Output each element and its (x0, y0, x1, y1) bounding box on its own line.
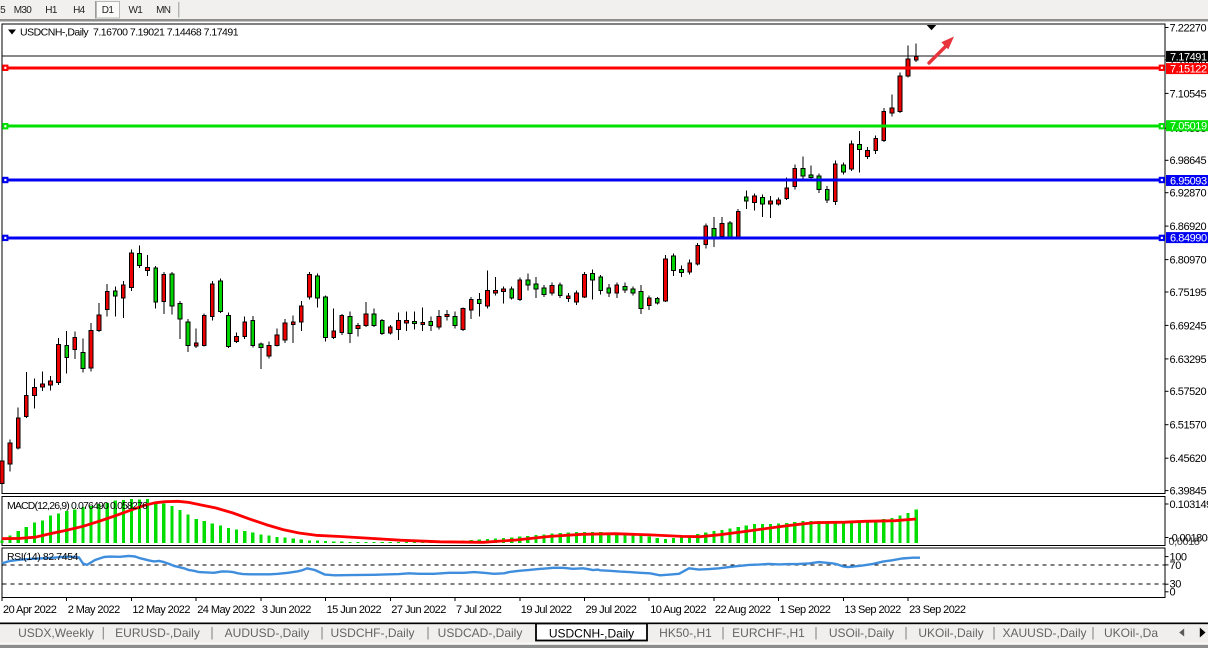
svg-text:USOil-,Daily: USOil-,Daily (829, 626, 894, 640)
svg-text:M30: M30 (14, 5, 32, 16)
svg-text:W1: W1 (128, 5, 143, 16)
svg-text:XAUUSD-,Daily: XAUUSD-,Daily (1002, 626, 1086, 640)
svg-text:27 Jun 2022: 27 Jun 2022 (391, 604, 446, 616)
svg-text:2 May 2022: 2 May 2022 (68, 604, 120, 616)
svg-text:USDX,Weekly: USDX,Weekly (18, 626, 94, 640)
svg-text:UKOil-,Daily: UKOil-,Daily (918, 626, 983, 640)
svg-text:USDCAD-,Daily: USDCAD-,Daily (438, 626, 523, 640)
svg-text:10 Aug 2022: 10 Aug 2022 (650, 604, 706, 616)
svg-text:20 Apr 2022: 20 Apr 2022 (3, 604, 57, 616)
svg-text:6.98645: 6.98645 (1170, 155, 1207, 167)
svg-text:23 Sep 2022: 23 Sep 2022 (909, 604, 966, 616)
svg-text:0,0018: 0,0018 (1169, 536, 1200, 548)
svg-text:7.15122: 7.15122 (1170, 64, 1207, 76)
svg-text:6.92870: 6.92870 (1170, 188, 1207, 200)
svg-text:6.63295: 6.63295 (1170, 354, 1207, 366)
svg-text:12 May 2022: 12 May 2022 (132, 604, 190, 616)
svg-text:USDCNH-,Daily 7.16700 7.19021: USDCNH-,Daily 7.16700 7.19021 7.14468 7.… (20, 27, 239, 39)
svg-text:3 Jun 2022: 3 Jun 2022 (262, 604, 311, 616)
svg-text:22 Aug 2022: 22 Aug 2022 (715, 604, 771, 616)
svg-text:EURCHF-,H1: EURCHF-,H1 (732, 626, 805, 640)
svg-text:UKOil-,Da: UKOil-,Da (1104, 626, 1158, 640)
svg-text:RSI(14) 82.7454: RSI(14) 82.7454 (7, 551, 79, 563)
svg-text:19 Jul 2022: 19 Jul 2022 (521, 604, 572, 616)
svg-text:100: 100 (1170, 552, 1187, 564)
svg-text:7.05019: 7.05019 (1170, 121, 1207, 133)
svg-text:7.22270: 7.22270 (1170, 22, 1207, 34)
svg-text:H1: H1 (45, 5, 58, 16)
svg-text:30: 30 (1170, 579, 1182, 591)
svg-text:6.80970: 6.80970 (1170, 255, 1207, 267)
svg-text:24 May 2022: 24 May 2022 (197, 604, 255, 616)
svg-text:0.103149: 0.103149 (1170, 499, 1208, 511)
svg-text:0: 0 (1170, 587, 1176, 599)
svg-text:7.17491: 7.17491 (1170, 51, 1207, 63)
svg-text:H4: H4 (73, 5, 86, 16)
svg-text:6.75195: 6.75195 (1170, 287, 1207, 299)
svg-text:6.84990: 6.84990 (1170, 233, 1207, 245)
svg-text:AUDUSD-,Daily: AUDUSD-,Daily (225, 626, 310, 640)
svg-text:D1: D1 (102, 5, 115, 16)
svg-text:HK50-,H1: HK50-,H1 (659, 626, 712, 640)
svg-text:MN: MN (156, 5, 171, 16)
svg-text:7.10545: 7.10545 (1170, 88, 1207, 100)
svg-text:6.86920: 6.86920 (1170, 221, 1207, 233)
svg-text:6.39845: 6.39845 (1170, 486, 1207, 498)
svg-text:6.69245: 6.69245 (1170, 320, 1207, 332)
svg-text:6.95093: 6.95093 (1170, 175, 1207, 187)
svg-text:70: 70 (1170, 560, 1182, 572)
svg-text:15 Jun 2022: 15 Jun 2022 (327, 604, 382, 616)
svg-text:USDCNH-,Daily: USDCNH-,Daily (549, 627, 634, 641)
svg-text:29 Jul 2022: 29 Jul 2022 (586, 604, 637, 616)
svg-text:-0.001805: -0.001805 (1169, 532, 1208, 544)
svg-text:13 Sep 2022: 13 Sep 2022 (844, 604, 901, 616)
svg-text:MACD(12,26,9) 0.076490 0.05827: MACD(12,26,9) 0.076490 0.058276 (7, 500, 148, 512)
svg-text:USDCHF-,Daily: USDCHF-,Daily (331, 626, 415, 640)
svg-text:5: 5 (0, 5, 6, 16)
svg-text:EURUSD-,Daily: EURUSD-,Daily (115, 626, 200, 640)
svg-text:1 Sep 2022: 1 Sep 2022 (780, 604, 831, 616)
svg-text:7 Jul 2022: 7 Jul 2022 (456, 604, 502, 616)
svg-text:6.45620: 6.45620 (1170, 453, 1207, 465)
svg-text:6.57520: 6.57520 (1170, 386, 1207, 398)
svg-text:6.51570: 6.51570 (1170, 420, 1207, 432)
